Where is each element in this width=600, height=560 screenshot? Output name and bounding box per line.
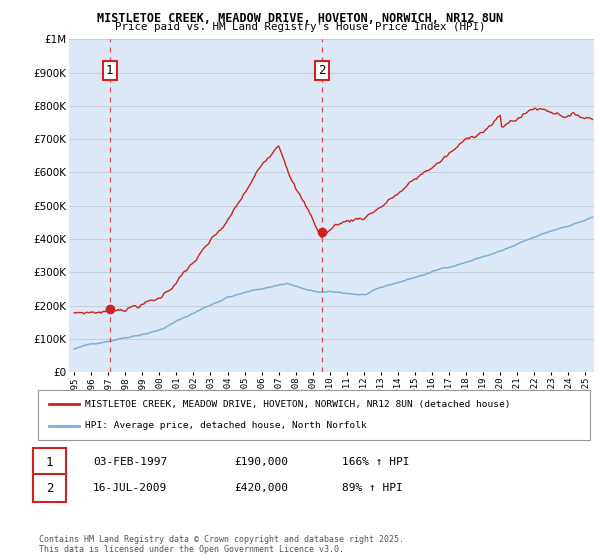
Text: 1: 1: [46, 455, 53, 469]
Text: Contains HM Land Registry data © Crown copyright and database right 2025.
This d: Contains HM Land Registry data © Crown c…: [39, 535, 404, 554]
Text: 89% ↑ HPI: 89% ↑ HPI: [342, 483, 403, 493]
Text: 2: 2: [318, 64, 326, 77]
Text: MISTLETOE CREEK, MEADOW DRIVE, HOVETON, NORWICH, NR12 8UN: MISTLETOE CREEK, MEADOW DRIVE, HOVETON, …: [97, 12, 503, 25]
Text: 166% ↑ HPI: 166% ↑ HPI: [342, 457, 409, 467]
Text: 03-FEB-1997: 03-FEB-1997: [93, 457, 167, 467]
Text: £420,000: £420,000: [234, 483, 288, 493]
Text: HPI: Average price, detached house, North Norfolk: HPI: Average price, detached house, Nort…: [85, 421, 367, 430]
Text: Price paid vs. HM Land Registry's House Price Index (HPI): Price paid vs. HM Land Registry's House …: [115, 22, 485, 32]
Text: £190,000: £190,000: [234, 457, 288, 467]
Text: 16-JUL-2009: 16-JUL-2009: [93, 483, 167, 493]
Text: MISTLETOE CREEK, MEADOW DRIVE, HOVETON, NORWICH, NR12 8UN (detached house): MISTLETOE CREEK, MEADOW DRIVE, HOVETON, …: [85, 400, 510, 409]
Text: 2: 2: [46, 482, 53, 495]
Text: 1: 1: [106, 64, 113, 77]
